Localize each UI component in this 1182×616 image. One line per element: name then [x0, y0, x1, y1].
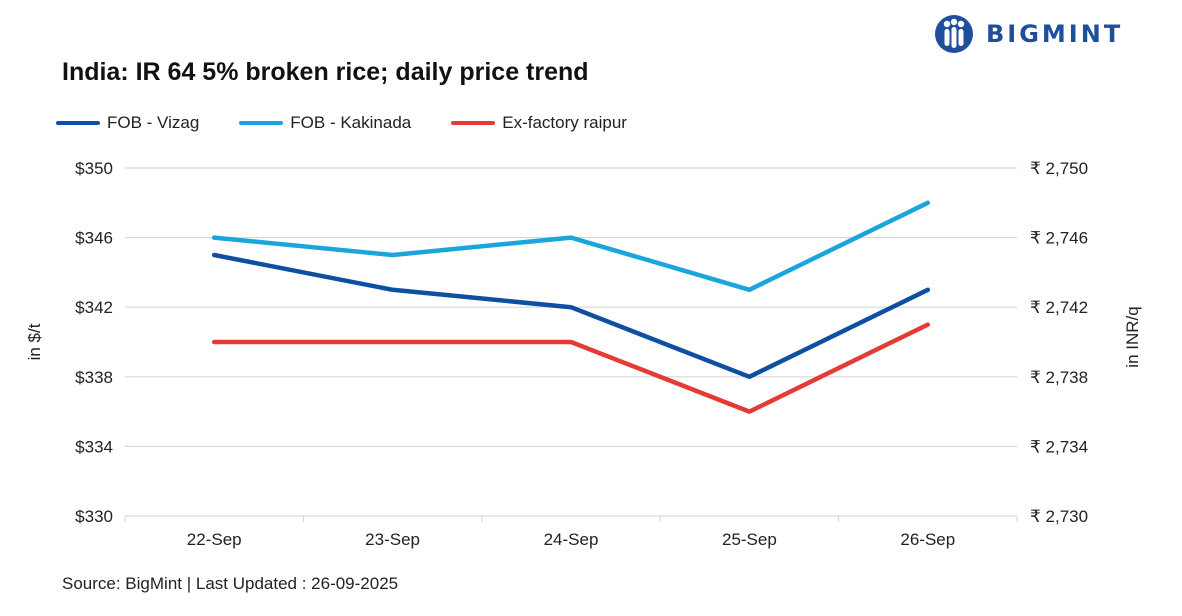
series-line-vizag [211, 252, 931, 380]
y-tick-label: $346 [75, 229, 113, 248]
chart-legend: FOB - Vizag FOB - Kakinada Ex-factory ra… [56, 113, 627, 133]
y-tick-label-right: ₹ 2,730 [1030, 507, 1088, 526]
y-tick-label: $342 [75, 298, 113, 317]
legend-item-raipur: Ex-factory raipur [451, 113, 627, 133]
y-tick-label: $350 [75, 159, 113, 178]
y-tick-label-right: ₹ 2,750 [1030, 159, 1088, 178]
legend-item-kakinada: FOB - Kakinada [239, 113, 411, 133]
series-line-kakinada [211, 200, 931, 293]
y-axis-title: in $/t [25, 323, 44, 360]
y-tick-label: $334 [75, 437, 113, 456]
legend-label-vizag: FOB - Vizag [107, 113, 200, 132]
legend-label-kakinada: FOB - Kakinada [290, 113, 412, 132]
y-tick-label: $330 [75, 507, 113, 526]
y-tick-label-right: ₹ 2,742 [1030, 298, 1088, 317]
legend-swatch-vizag [56, 121, 100, 125]
x-tick-label: 24-Sep [544, 530, 599, 549]
series-line-raipur [211, 322, 931, 414]
legend-swatch-raipur [451, 121, 496, 125]
x-tick-label: 26-Sep [900, 530, 955, 549]
brand-logo-icon [935, 15, 973, 53]
y-tick-label-right: ₹ 2,746 [1030, 229, 1088, 248]
y-tick-label-right: ₹ 2,734 [1030, 437, 1088, 456]
x-tick-label: 25-Sep [722, 530, 777, 549]
x-tick-label: 23-Sep [365, 530, 420, 549]
brand-logo: BIGMINT [934, 14, 1123, 54]
chart-title: India: IR 64 5% broken rice; daily price… [62, 58, 589, 86]
y-tick-label-right: ₹ 2,738 [1030, 368, 1088, 387]
y-tick-label: $338 [75, 368, 113, 387]
legend-item-vizag: FOB - Vizag [56, 113, 199, 133]
legend-label-raipur: Ex-factory raipur [502, 113, 627, 132]
source-note: Source: BigMint | Last Updated : 26-09-2… [62, 574, 399, 593]
x-tick-label: 22-Sep [187, 530, 242, 549]
y-axis-title-right: in INR/q [1123, 306, 1142, 367]
brand-name: BIGMINT [986, 20, 1124, 48]
legend-swatch-kakinada [239, 121, 284, 125]
